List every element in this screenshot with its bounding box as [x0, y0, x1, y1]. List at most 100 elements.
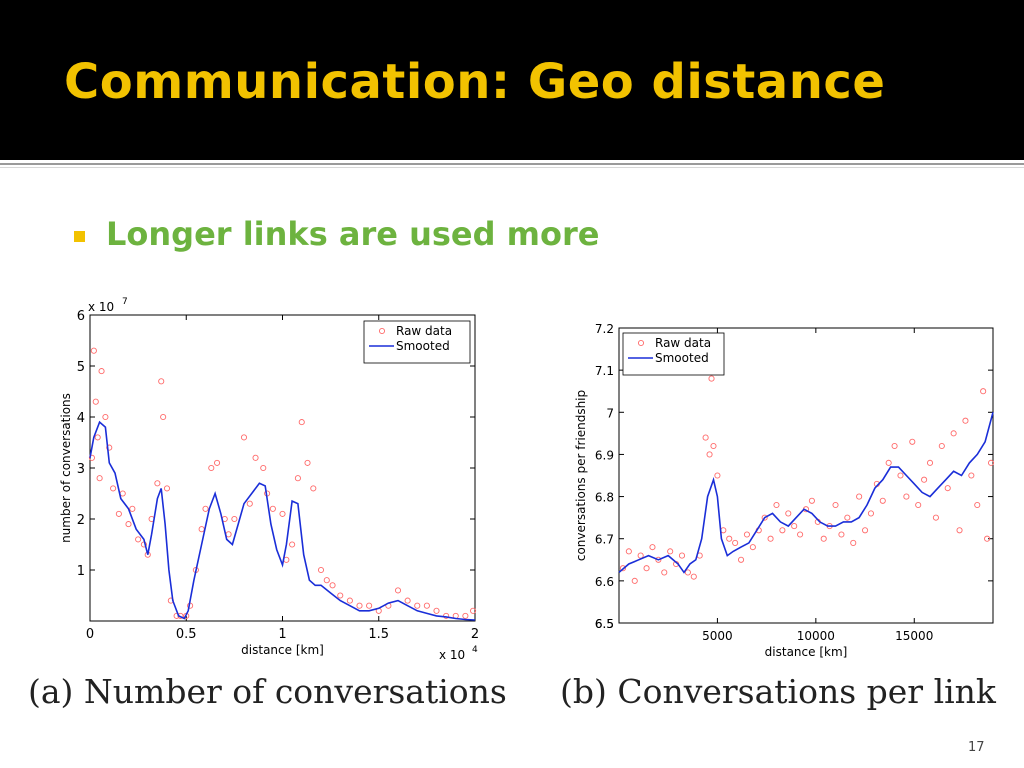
x-tick-label: 0	[86, 627, 94, 642]
raw-data-point	[926, 459, 934, 466]
x-tick-label: 2	[471, 627, 479, 642]
caption-a: (a) Number of conversations	[28, 672, 507, 711]
raw-data-point	[135, 536, 142, 543]
raw-data-point	[710, 442, 717, 450]
raw-data-point	[785, 510, 792, 517]
raw-data-point	[862, 527, 869, 534]
raw-data-point	[213, 459, 221, 466]
caption-b: (b) Conversations per link	[560, 672, 996, 711]
slide-number: 17	[968, 740, 985, 755]
raw-data-point	[323, 577, 330, 584]
raw-data-point	[110, 485, 117, 492]
raw-data-point	[625, 548, 632, 555]
raw-data-point	[294, 475, 301, 482]
legend-raw-marker	[637, 339, 645, 347]
raw-data-point	[643, 565, 650, 572]
raw-data-point	[240, 434, 248, 441]
smoothed-line	[89, 420, 476, 621]
y-tick-label: 7	[606, 406, 614, 420]
raw-data-point	[980, 388, 987, 395]
raw-data-point	[279, 510, 286, 517]
raw-data-point	[706, 451, 713, 458]
raw-data-point	[88, 454, 95, 461]
raw-data-point	[160, 413, 167, 421]
raw-data-point	[820, 535, 827, 542]
raw-data-point	[129, 505, 136, 512]
raw-data-point	[289, 541, 296, 548]
raw-data-point	[879, 497, 886, 504]
raw-data-point	[202, 505, 209, 512]
raw-data-point	[329, 582, 336, 589]
raw-data-point	[269, 505, 276, 512]
raw-data-point	[92, 398, 99, 405]
legend-smooth-label: Smooted	[655, 351, 709, 365]
y-multiplier-exponent: 7	[122, 297, 128, 307]
raw-data-point	[158, 378, 165, 385]
raw-data-point	[98, 368, 105, 375]
raw-data-point	[470, 607, 477, 614]
y-tick-label-base: 6.5	[595, 617, 614, 631]
raw-data-point	[404, 597, 411, 604]
raw-data-point	[714, 472, 721, 479]
y-tick-label: 5	[77, 360, 85, 375]
raw-data-point	[921, 476, 928, 483]
raw-data-point	[631, 577, 638, 584]
raw-data-point	[773, 501, 780, 509]
y-tick-label: 7.2	[595, 322, 614, 336]
y-axis-label: conversations per friendship	[574, 390, 588, 561]
y-tick-label: 1	[77, 564, 85, 579]
raw-data-point	[260, 464, 267, 472]
raw-data-point	[938, 442, 945, 450]
raw-data-point	[903, 493, 910, 500]
raw-data-point	[433, 607, 440, 614]
raw-data-point	[797, 531, 804, 538]
raw-data-point	[956, 527, 963, 534]
raw-data-point	[678, 552, 686, 559]
x-tick-label: 15000	[895, 629, 933, 643]
x-multiplier-exponent: 4	[472, 645, 478, 655]
raw-data-point	[891, 442, 898, 450]
raw-data-point	[867, 510, 875, 517]
raw-data-point	[252, 454, 259, 461]
x-axis-label: distance [km]	[765, 645, 848, 659]
y-tick-label: 6.6	[595, 575, 614, 589]
raw-data-point	[915, 501, 922, 509]
raw-data-point	[619, 565, 626, 572]
raw-data-point	[850, 539, 857, 546]
smoothed-line	[618, 412, 994, 574]
raw-data-point	[984, 535, 991, 542]
raw-data-point	[749, 544, 756, 551]
raw-data-point	[667, 548, 674, 555]
title-divider-thin	[0, 167, 1024, 168]
y-tick-label: 7.1	[595, 364, 614, 378]
raw-data-point	[423, 602, 430, 609]
raw-data-point	[844, 514, 851, 521]
raw-data-point	[414, 602, 421, 609]
raw-data-point	[346, 597, 353, 604]
plot-area	[618, 327, 994, 624]
raw-data-point	[356, 602, 363, 609]
y-tick-label: 2	[77, 513, 85, 528]
y-tick-label: 6.8	[595, 491, 614, 505]
raw-data-point	[909, 438, 916, 445]
raw-data-point	[832, 501, 839, 509]
raw-data-point	[708, 375, 715, 382]
bullet-text: Longer links are used more	[106, 215, 600, 253]
raw-data-point	[897, 472, 904, 479]
raw-data-point	[944, 485, 951, 492]
title-divider	[0, 163, 1024, 165]
raw-data-point	[690, 573, 697, 580]
raw-data-point	[987, 459, 995, 466]
legend-raw-label: Raw data	[396, 324, 452, 338]
raw-data-point	[702, 434, 709, 441]
x-tick-label: 5000	[702, 629, 733, 643]
raw-data-point	[661, 569, 668, 576]
y-tick-label: 6.5	[595, 617, 614, 631]
raw-data-point	[394, 587, 402, 594]
raw-data-point	[761, 514, 768, 521]
raw-data-point	[684, 569, 691, 576]
legend-smooth-label: Smooted	[396, 339, 450, 353]
raw-data-point	[337, 592, 344, 599]
y-tick-label: 4	[77, 411, 85, 426]
